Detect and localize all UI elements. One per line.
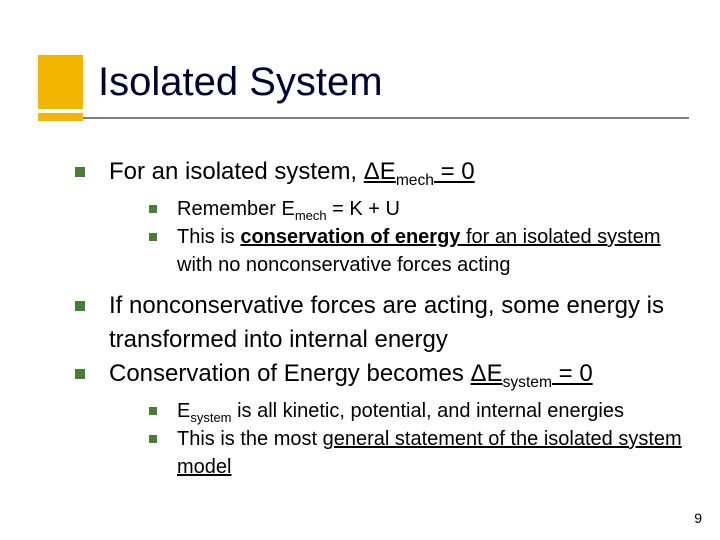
l1-item: Conservation of Energy becomes ΔEsystem … — [75, 357, 695, 481]
l1-text: Conservation of Energy becomes ΔEsystem … — [109, 360, 593, 387]
square-bullet-icon — [149, 435, 157, 443]
l2-text: Remember Emech = K + U — [177, 198, 400, 220]
accent-block-bottom — [38, 113, 83, 121]
l1-text: For an isolated system, ΔEmech = 0 — [109, 158, 475, 185]
accent-block-top — [38, 55, 83, 109]
l2-text: This is conservation of energy for an is… — [177, 226, 661, 276]
l2-item: This is the most general statement of th… — [149, 425, 695, 481]
square-bullet-icon — [149, 233, 157, 241]
slide-title: Isolated System — [98, 60, 383, 105]
bullet-list-level1: For an isolated system, ΔEmech = 0 Remem… — [75, 155, 695, 481]
square-bullet-icon — [75, 369, 85, 379]
l2-item: Remember Emech = K + U — [149, 195, 695, 223]
square-bullet-icon — [149, 407, 157, 415]
l2-text: Esystem is all kinetic, potential, and i… — [177, 400, 624, 422]
title-underline — [83, 117, 689, 119]
bullet-list-level2: Remember Emech = K + U This is conservat… — [149, 195, 695, 279]
bullet-list-level2: Esystem is all kinetic, potential, and i… — [149, 397, 695, 481]
l2-item: Esystem is all kinetic, potential, and i… — [149, 397, 695, 425]
square-bullet-icon — [75, 301, 85, 311]
page-number: 9 — [694, 510, 702, 526]
l1-item: If nonconservative forces are acting, so… — [75, 289, 695, 357]
slide-body: For an isolated system, ΔEmech = 0 Remem… — [75, 155, 695, 481]
square-bullet-icon — [75, 167, 85, 177]
l1-item: For an isolated system, ΔEmech = 0 Remem… — [75, 155, 695, 279]
l2-item: This is conservation of energy for an is… — [149, 223, 695, 279]
l2-text: This is the most general statement of th… — [177, 428, 682, 478]
slide: Isolated System For an isolated system, … — [0, 0, 720, 540]
l1-text: If nonconservative forces are acting, so… — [109, 292, 664, 353]
square-bullet-icon — [149, 205, 157, 213]
